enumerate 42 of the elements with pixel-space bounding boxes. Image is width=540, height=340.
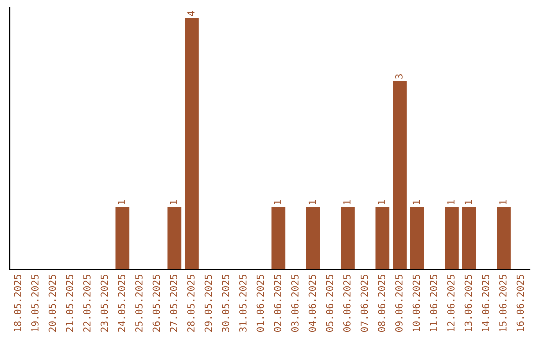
x-tick-label: 02.06.2025	[274, 274, 282, 332]
x-tick-label: 30.05.2025	[222, 274, 230, 332]
data-label: 1	[464, 200, 472, 204]
x-tick-label: 29.05.2025	[204, 274, 212, 332]
x-tick-label: 19.05.2025	[31, 274, 39, 332]
x-tick-label: 07.06.2025	[360, 274, 368, 332]
x-tick-label: 12.06.2025	[447, 274, 455, 332]
x-tick-label: 26.05.2025	[152, 274, 160, 332]
x-tick-label: 10.06.2025	[412, 274, 420, 332]
x-tick-label: 01.06.2025	[256, 274, 264, 332]
x-tick-label: 20.05.2025	[48, 274, 56, 332]
x-tick-label: 03.06.2025	[291, 274, 299, 332]
x-tick-label: 23.05.2025	[100, 274, 108, 332]
data-label: 1	[170, 200, 178, 204]
x-tick-label: 24.05.2025	[118, 274, 126, 332]
data-label: 1	[448, 200, 455, 204]
x-tick-label: 14.06.2025	[482, 274, 490, 332]
data-label: 1	[500, 200, 507, 204]
x-tick-label: 09.06.2025	[395, 274, 403, 332]
x-tick-label: 15.06.2025	[499, 274, 507, 332]
x-tick-label: 31.05.2025	[239, 274, 247, 332]
data-label: 3	[395, 74, 403, 80]
data-label: 1	[274, 200, 282, 204]
x-tick-label: 16.06.2025	[516, 274, 524, 332]
x-tick-label: 22.05.2025	[83, 274, 91, 332]
x-tick-label: 04.06.2025	[308, 274, 316, 332]
x-tick-label: 13.06.2025	[464, 274, 472, 332]
data-label: 1	[412, 200, 420, 204]
x-tick-label: 11.06.2025	[430, 274, 438, 332]
x-tick-label: 25.05.2025	[135, 274, 143, 332]
x-tick-label: 05.06.2025	[326, 274, 334, 332]
x-tick-label: 18.05.2025	[14, 274, 22, 332]
x-tick-label: 08.06.2025	[378, 274, 386, 332]
data-label: 4	[188, 11, 195, 16]
x-tick-label: 06.06.2025	[343, 274, 351, 332]
data-label: 1	[308, 200, 316, 204]
x-tick-label: 28.05.2025	[187, 274, 195, 332]
data-label: 1	[378, 200, 386, 204]
x-tick-label: 27.05.2025	[170, 274, 178, 332]
data-label: 1	[344, 200, 351, 204]
x-tick-label: 21.05.2025	[66, 274, 74, 332]
data-label: 1	[118, 200, 126, 204]
